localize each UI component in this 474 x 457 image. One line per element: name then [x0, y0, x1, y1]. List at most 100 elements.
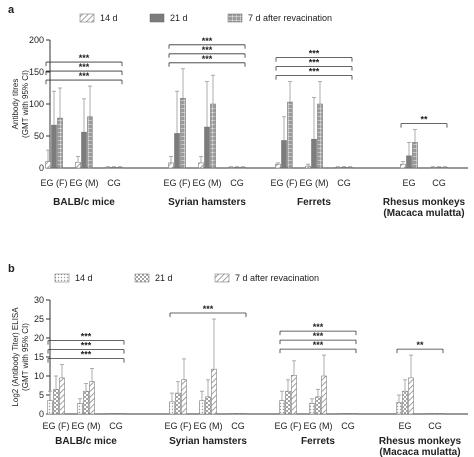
bar	[81, 131, 87, 169]
bar	[406, 155, 412, 169]
legend-label: 14 d	[75, 273, 93, 283]
sig-label: ***	[202, 54, 213, 64]
legend-swatch	[54, 273, 70, 283]
bar	[240, 167, 246, 169]
legend-label: 7 d after revacination	[235, 273, 319, 283]
category-label: CG	[107, 178, 121, 188]
bar	[305, 165, 311, 169]
bar	[47, 400, 53, 415]
sig-label: ***	[202, 36, 213, 46]
bar	[241, 413, 247, 415]
category-label: CG	[428, 421, 442, 431]
bar	[402, 390, 408, 415]
bar	[315, 396, 321, 415]
group-name: (Macaca mulatta)	[383, 208, 464, 219]
bar	[111, 167, 117, 169]
sig-label: **	[420, 115, 428, 125]
category-label: EG (F)	[271, 178, 298, 188]
y-tick-label: 0	[39, 409, 44, 419]
bar	[430, 167, 436, 169]
bar	[89, 381, 95, 415]
bar	[281, 140, 287, 169]
legend-swatch	[134, 273, 150, 283]
bar	[53, 389, 59, 415]
bar	[105, 167, 111, 169]
bar	[59, 377, 65, 415]
bar	[175, 392, 181, 415]
bar	[432, 413, 438, 415]
category-label: EG (F)	[41, 178, 68, 188]
group-name: Ferrets	[297, 197, 331, 208]
legend-label: 21 d	[170, 13, 188, 23]
bar	[75, 161, 81, 169]
sig-label: ***	[79, 62, 90, 72]
bar	[169, 401, 175, 415]
bar	[198, 162, 204, 169]
y-axis-label: (GMT with 95% CI)	[21, 70, 30, 138]
bar	[400, 163, 406, 169]
category-label: EG (M)	[300, 178, 329, 188]
category-label: CG	[341, 421, 355, 431]
category-label: CG	[109, 421, 123, 431]
group-name: Syrian hamsters	[169, 436, 247, 447]
category-label: CG	[231, 421, 245, 431]
bar	[291, 374, 297, 415]
category-label: CG	[337, 178, 351, 188]
category-label: EG	[402, 178, 415, 188]
bar	[210, 103, 216, 169]
y-axis-label: Antibody titres	[11, 79, 20, 130]
bar	[181, 379, 187, 415]
group-name: Syrian hamsters	[168, 197, 246, 208]
bar	[341, 167, 347, 169]
bar	[279, 400, 285, 415]
bar	[229, 413, 235, 415]
bar	[442, 167, 448, 169]
bar	[396, 402, 402, 415]
bar	[199, 400, 205, 415]
legend-label: 7 d after revacination	[248, 13, 332, 23]
category-label: EG (F)	[165, 421, 192, 431]
y-tick-label: 5	[39, 390, 44, 400]
sig-label: ***	[202, 45, 213, 55]
bar	[436, 167, 442, 169]
legend-label: 14 d	[100, 13, 118, 23]
group-name: (Macaca mulatta)	[379, 447, 460, 457]
group-name: Rhesus monkeys	[383, 197, 466, 208]
bar	[321, 375, 327, 415]
bar	[45, 161, 51, 169]
legend-label: 21 d	[155, 273, 173, 283]
bar	[228, 167, 234, 169]
category-label: CG	[432, 178, 446, 188]
sig-label: ***	[313, 322, 324, 332]
bar	[287, 101, 293, 169]
bar	[275, 163, 281, 169]
y-tick-label: 50	[34, 131, 44, 141]
bar	[119, 413, 125, 415]
bar	[83, 390, 89, 415]
bar	[438, 413, 444, 415]
bar	[339, 413, 345, 415]
y-tick-label: 15	[34, 352, 44, 362]
sig-label: ***	[309, 49, 320, 59]
y-tick-label: 20	[34, 333, 44, 343]
y-tick-label: 30	[34, 295, 44, 305]
bar	[317, 103, 323, 169]
bar	[205, 396, 211, 415]
sig-label: ***	[79, 71, 90, 81]
category-label: CG	[230, 178, 244, 188]
sig-label: ***	[313, 340, 324, 350]
category-label: EG (F)	[43, 421, 70, 431]
bar	[335, 167, 341, 169]
bar	[204, 126, 210, 169]
bar	[311, 138, 317, 169]
bar	[235, 413, 241, 415]
category-label: EG (F)	[275, 421, 302, 431]
bar	[87, 116, 93, 169]
bar	[309, 403, 315, 415]
panel-label: a	[8, 4, 15, 16]
bar	[174, 133, 180, 169]
bar	[426, 413, 432, 415]
category-label: EG (F)	[164, 178, 191, 188]
panel-label: b	[8, 263, 15, 275]
